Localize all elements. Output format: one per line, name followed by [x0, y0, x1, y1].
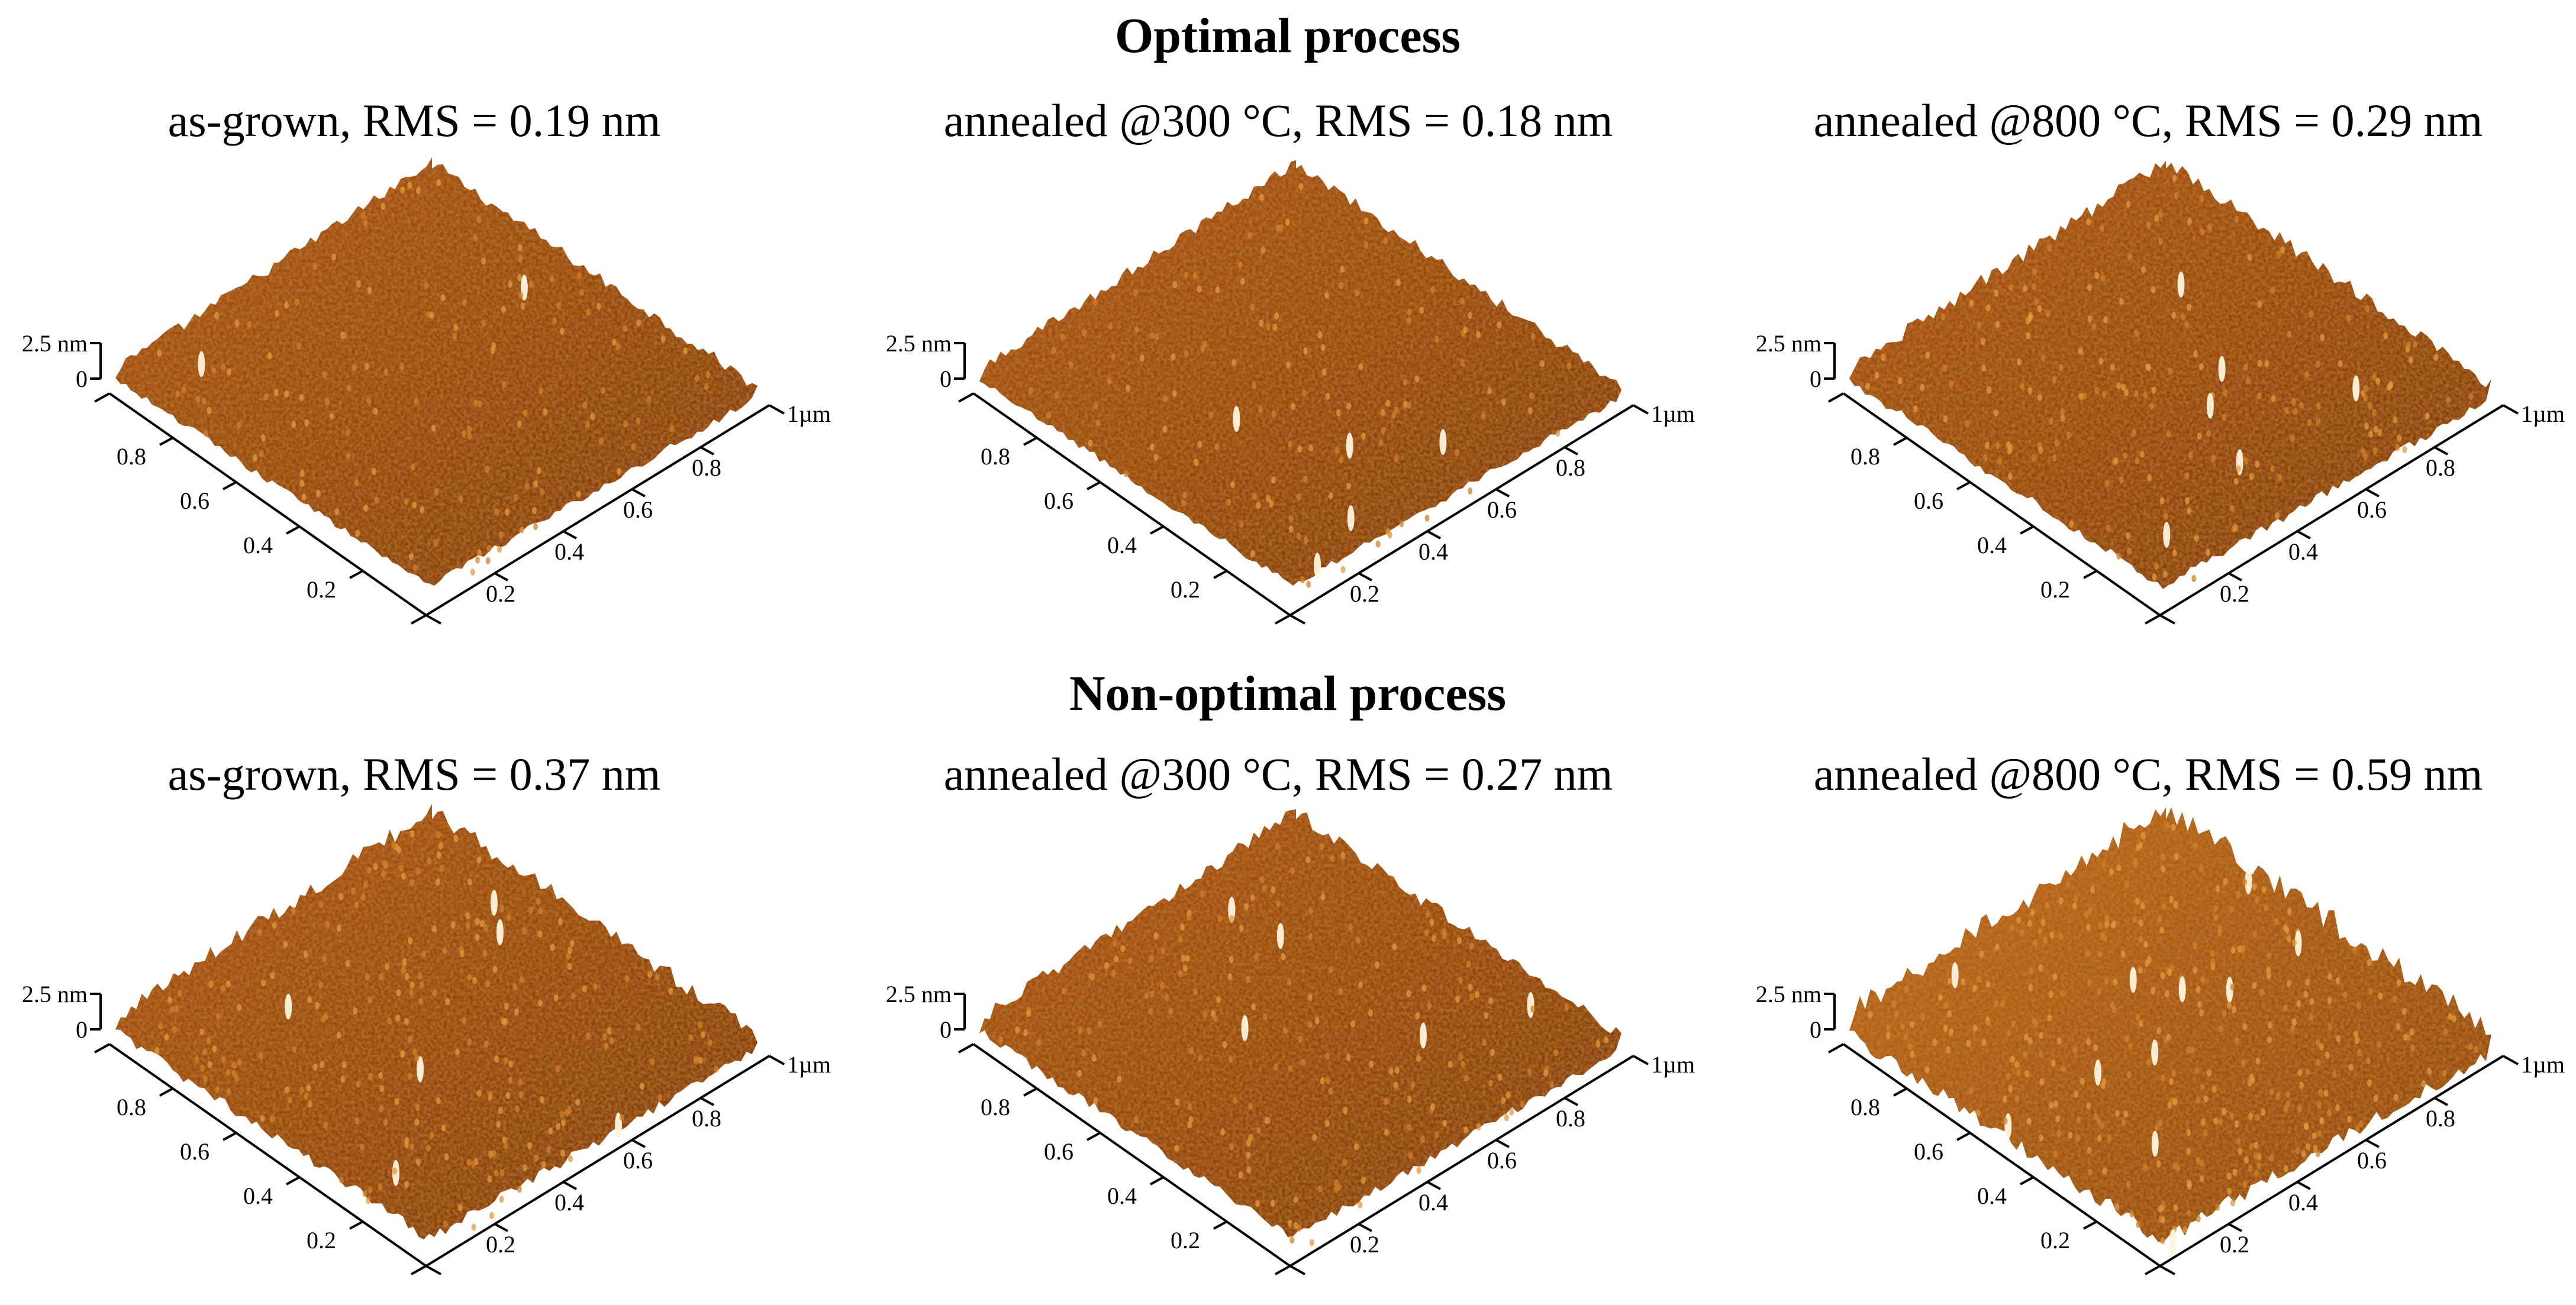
- x-tick-label: 0.4: [243, 1183, 273, 1209]
- z-max-label: 2.5 nm: [1756, 330, 1821, 357]
- y-tick-label: 1µm: [787, 400, 831, 427]
- y-tick-label: 0.8: [692, 1105, 721, 1132]
- afm-panel: annealed @800 °C, RMS = 0.59 nm 0.8 0.6 0.4…: [1756, 748, 2565, 1275]
- z-zero-label: 0: [940, 366, 952, 392]
- y-tick-label: 0.8: [1556, 1105, 1585, 1132]
- x-tick-label: 0.8: [1850, 443, 1880, 470]
- afm-panel: as-grown, RMS = 0.37 nm0.80.60.40.2 0.20.…: [22, 748, 831, 1275]
- x-tick-label: 0.2: [307, 1227, 336, 1254]
- z-max-label: 2.5 nm: [22, 981, 88, 1007]
- afm-surface-peaks: [157, 179, 711, 576]
- y-tick-label: 0.4: [554, 538, 584, 565]
- afm-axes: 0.8 0.6 0.4 0.2 0.2 0.4 0.6 0.8 1µm 2.5 nm 0: [1756, 981, 2565, 1275]
- panel-title: annealed @800 °C, RMS = 0.59 nm: [1814, 748, 2483, 800]
- panel-title: annealed @300 °C, RMS = 0.18 nm: [944, 95, 1613, 146]
- z-max-label: 2.5 nm: [1756, 981, 1821, 1007]
- y-tick-label: 1µm: [1651, 1051, 1695, 1078]
- afm-surface-peaks: [1868, 822, 2479, 1255]
- y-tick-label: 0.8: [692, 454, 721, 481]
- y-tick-label: 0.4: [1418, 538, 1448, 565]
- x-tick-label: 0.8: [117, 1094, 146, 1120]
- y-tick-label: 0.6: [2357, 496, 2387, 523]
- z-max-label: 2.5 nm: [22, 330, 88, 357]
- y-tick-label: 0.8: [2426, 454, 2455, 481]
- x-tick-label: 0.4: [1107, 1183, 1137, 1209]
- x-tick-label: 0.8: [981, 1094, 1010, 1120]
- y-tick-label: 0.6: [2357, 1147, 2387, 1174]
- afm-axes: 0.8 0.6 0.4 0.2 0.2 0.4 0.6 0.8 1µm 2.5 nm 0: [886, 981, 1695, 1275]
- y-tick-label: 0.6: [1487, 496, 1517, 523]
- z-zero-label: 0: [1810, 366, 1821, 392]
- x-tick-label: 0.6: [180, 1138, 209, 1165]
- x-tick-label: 0.2: [1171, 1227, 1200, 1254]
- x-tick-label: 0.6: [1914, 1138, 1943, 1165]
- z-max-label: 2.5 nm: [886, 981, 952, 1007]
- x-tick-label: 0.4: [243, 532, 273, 558]
- x-tick-label: 0.2: [2040, 576, 2070, 603]
- afm-surface-peaks: [998, 842, 1609, 1246]
- x-tick-label: 0.6: [1914, 487, 1943, 514]
- z-max-label: 2.5 nm: [886, 330, 952, 357]
- x-tick-label: 0.8: [1850, 1094, 1880, 1120]
- x-tick-label: 0.2: [1171, 576, 1200, 603]
- afm-axes: 0.8 0.6 0.4 0.2 0.2 0.4 0.6 0.8 1µm 2.5 nm 0: [886, 330, 1695, 625]
- section-title-optimal: Optimal process: [1115, 8, 1461, 63]
- y-tick-label: 0.2: [2220, 1231, 2249, 1258]
- y-tick-label: 0.2: [1350, 1231, 1379, 1258]
- x-tick-label: 0.2: [307, 576, 336, 603]
- x-tick-label: 0.4: [1977, 532, 2007, 558]
- y-tick-label: 1µm: [1651, 400, 1695, 427]
- y-tick-label: 0.2: [486, 580, 515, 607]
- y-tick-label: 0.2: [2220, 580, 2249, 607]
- x-tick-label: 0.6: [1044, 487, 1073, 514]
- panel-title: annealed @800 °C, RMS = 0.29 nm: [1814, 95, 2483, 146]
- x-tick-label: 0.4: [1977, 1183, 2007, 1209]
- y-tick-label: 0.2: [1350, 580, 1379, 607]
- z-zero-label: 0: [1810, 1016, 1821, 1043]
- y-tick-label: 0.6: [623, 1147, 653, 1174]
- y-tick-label: 0.4: [2288, 1189, 2318, 1216]
- afm-surface-peaks: [154, 830, 718, 1231]
- afm-surface-peaks: [1028, 183, 1572, 588]
- y-tick-label: 0.4: [2288, 538, 2318, 565]
- x-tick-label: 0.8: [981, 443, 1010, 470]
- x-tick-label: 0.4: [1107, 532, 1137, 558]
- y-tick-label: 1µm: [2521, 400, 2565, 427]
- afm-panel: annealed @300 °C, RMS = 0.27 nm 0.8 0.6 0.4…: [886, 748, 1695, 1275]
- y-tick-label: 0.2: [486, 1231, 515, 1258]
- y-tick-label: 0.4: [1418, 1189, 1448, 1216]
- z-zero-label: 0: [76, 1016, 88, 1043]
- afm-surface-texture: [1849, 160, 2491, 589]
- y-tick-label: 0.4: [554, 1189, 584, 1216]
- section-title-non-optimal: Non-optimal process: [1069, 666, 1506, 721]
- afm-panel: annealed @300 °C, RMS = 0.18 nm 0.8 0.6 0.4…: [886, 95, 1695, 625]
- afm-surface-peaks: [1865, 175, 2474, 582]
- x-tick-label: 0.6: [180, 487, 209, 514]
- panel-title: as-grown, RMS = 0.19 nm: [168, 95, 661, 146]
- afm-surface-texture: [979, 809, 1621, 1238]
- afm-axes: 0.8 0.6 0.4 0.2 0.2 0.4 0.6 0.8 1µm 2.5 nm 0: [1756, 330, 2565, 625]
- y-tick-label: 1µm: [2521, 1051, 2565, 1078]
- y-tick-label: 0.6: [623, 496, 653, 523]
- afm-surface-texture: [115, 803, 757, 1240]
- y-tick-label: 1µm: [787, 1051, 831, 1078]
- panel-title: as-grown, RMS = 0.37 nm: [168, 748, 661, 800]
- z-zero-label: 0: [76, 366, 88, 392]
- afm-surface-texture: [115, 157, 757, 586]
- y-tick-label: 0.8: [2426, 1105, 2455, 1132]
- afm-surface-texture: [979, 160, 1621, 586]
- afm-panel: as-grown, RMS = 0.19 nm0.80.60.40.2 0.20.…: [22, 95, 831, 625]
- x-tick-label: 0.8: [117, 443, 146, 470]
- y-tick-label: 0.8: [1556, 454, 1585, 481]
- afm-panel: annealed @800 °C, RMS = 0.29 nm 0.8 0.6 0.4…: [1756, 95, 2565, 625]
- y-tick-label: 0.6: [1487, 1147, 1517, 1174]
- panel-title: annealed @300 °C, RMS = 0.27 nm: [944, 748, 1613, 800]
- z-zero-label: 0: [940, 1016, 952, 1043]
- x-tick-label: 0.2: [2040, 1227, 2070, 1254]
- afm-axes: 0.8 0.6 0.4 0.2 0.2 0.4 0.6 0.8 1µm 2.5 nm 0: [22, 330, 831, 625]
- x-tick-label: 0.6: [1044, 1138, 1073, 1165]
- afm-axes: 0.8 0.6 0.4 0.2 0.2 0.4 0.6 0.8 1µm 2.5 nm 0: [22, 981, 831, 1275]
